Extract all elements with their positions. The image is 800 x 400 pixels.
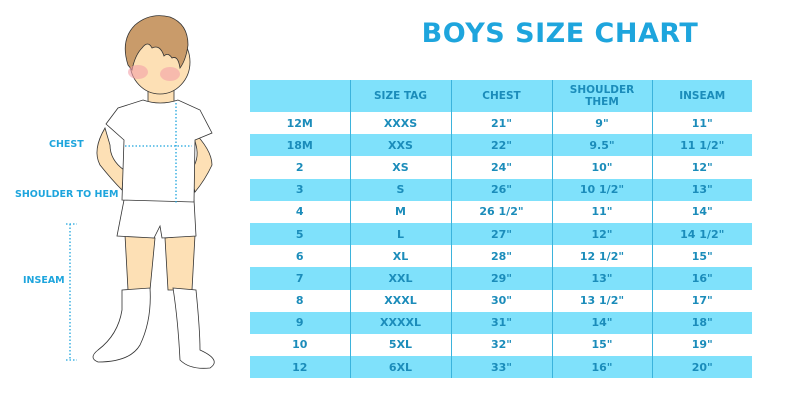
table-cell: 2 xyxy=(295,160,304,174)
table-row: 12 6XL 33" 16" 20" xyxy=(250,356,752,379)
table-row: 8 XXXL 30" 13 1/2" 17" xyxy=(250,289,752,312)
table-cell: 27" xyxy=(450,222,552,246)
table-cell: XXS xyxy=(349,134,451,157)
table-cell: 16" xyxy=(651,267,752,290)
table-cell: 33" xyxy=(450,356,552,379)
table-cell: XXL xyxy=(349,267,451,290)
table-cell: 9" xyxy=(551,112,652,135)
table-cell: 22" xyxy=(450,134,552,157)
size-table: SIZE TAG CHEST SHOULDER THEM INSEAM 12M XXXS… xyxy=(250,80,752,379)
table-cell: 9.5" xyxy=(551,134,652,157)
table-cell: 6 xyxy=(295,249,304,263)
table-cell: 32" xyxy=(450,333,552,357)
table-cell: 12M xyxy=(286,116,313,130)
table-cell: 5 xyxy=(250,222,350,246)
table-cell: 24" xyxy=(450,156,552,179)
table-cell: 26" xyxy=(450,178,552,201)
table-cell: 21" xyxy=(450,112,552,135)
table-cell: 8 xyxy=(295,294,304,308)
table-cell: 16" xyxy=(551,356,652,379)
table-cell: 18" xyxy=(651,311,752,334)
chest-label: CHEST xyxy=(49,139,84,150)
table-cell: M xyxy=(349,200,451,223)
table-cell: 14 1/2" xyxy=(651,222,752,246)
table-cell: 13 1/2" xyxy=(551,289,652,312)
table-cell: 12 xyxy=(250,356,350,379)
table-cell: 13" xyxy=(551,267,652,290)
table-header-row: SIZE TAG CHEST SHOULDER THEM INSEAM xyxy=(250,80,752,112)
table-cell: 13" xyxy=(651,178,752,201)
table-cell: 10" xyxy=(551,156,652,179)
table-cell: XXXS xyxy=(349,112,451,135)
table-cell: 20" xyxy=(651,356,752,379)
column-header: INSEAM xyxy=(651,80,752,112)
table-cell: XL xyxy=(349,245,451,268)
table-row: 10 5XL 32" 15" 19" xyxy=(250,333,752,357)
boy-illustration xyxy=(66,15,215,369)
table-cell: 10 1/2" xyxy=(551,178,652,201)
table-cell: XS xyxy=(349,156,451,179)
table-cell: 26 1/2" xyxy=(450,200,552,223)
table-row: 6 XL 28" 12 1/2" 15" xyxy=(250,245,752,268)
table-cell: 11" xyxy=(651,112,752,135)
table-cell: 17" xyxy=(651,289,752,312)
table-cell: 11" xyxy=(551,200,652,223)
table-cell: 10 xyxy=(292,338,308,352)
table-cell: 7 xyxy=(250,267,350,290)
table-cell: 30" xyxy=(450,289,552,312)
table-cell: 9 xyxy=(250,311,350,334)
table-cell: 12" xyxy=(651,156,752,179)
table-cell: S xyxy=(349,178,451,201)
column-header xyxy=(250,80,350,112)
table-cell: 18M xyxy=(250,134,350,157)
page-title: BOYS SIZE CHART xyxy=(421,18,699,49)
table-cell: 4 xyxy=(295,205,304,219)
inseam-label: INSEAM xyxy=(23,275,65,286)
table-row: 4 M 26 1/2" 11" 14" xyxy=(250,200,752,223)
table-cell: 6XL xyxy=(349,356,451,379)
table-row: 5 L 27" 12" 14 1/2" xyxy=(250,222,752,246)
table-cell: 29" xyxy=(450,267,552,290)
table-row: 18M XXS 22" 9.5" 11 1/2" xyxy=(250,134,752,157)
column-header: SHOULDER THEM xyxy=(551,80,652,112)
table-cell: 14" xyxy=(651,200,752,223)
table-row: 9 XXXXL 31" 14" 18" xyxy=(250,311,752,334)
table-cell: 15" xyxy=(551,333,652,357)
table-cell: 15" xyxy=(651,245,752,268)
table-cell: 28" xyxy=(450,245,552,268)
table-cell: 19" xyxy=(651,333,752,357)
table-cell: XXXXL xyxy=(349,311,451,334)
table-cell: 14" xyxy=(551,311,652,334)
table-cell: XXXL xyxy=(349,289,451,312)
table-row: 2 XS 24" 10" 12" xyxy=(250,156,752,179)
column-header: SIZE TAG xyxy=(349,80,451,112)
table-cell: 12 1/2" xyxy=(551,245,652,268)
table-cell: 31" xyxy=(450,311,552,334)
table-cell: 5XL xyxy=(349,333,451,357)
table-row: 3 S 26" 10 1/2" 13" xyxy=(250,178,752,201)
table-row: 7 XXL 29" 13" 16" xyxy=(250,267,752,290)
table-row: 12M XXXS 21" 9" 11" xyxy=(250,112,752,135)
column-header: CHEST xyxy=(450,80,552,112)
table-cell: L xyxy=(349,222,451,246)
table-cell: 12" xyxy=(551,222,652,246)
table-cell: 3 xyxy=(250,178,350,201)
shoulder-to-hem-label: SHOULDER TO HEM xyxy=(15,189,119,200)
table-cell: 11 1/2" xyxy=(651,134,752,157)
